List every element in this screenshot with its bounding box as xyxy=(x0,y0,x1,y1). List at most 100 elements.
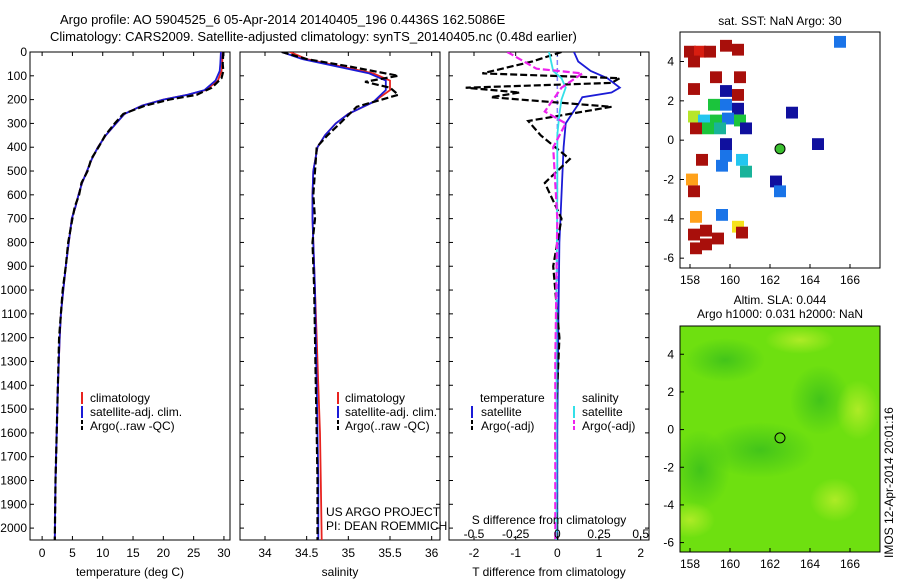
y-tick-label: 500 xyxy=(7,164,27,178)
sla-low-patch xyxy=(680,430,730,510)
sst-cell xyxy=(732,43,744,56)
y-tick-label: 700 xyxy=(7,212,27,226)
sst-cell xyxy=(688,228,700,241)
sst-cell xyxy=(722,112,734,125)
sla-high-patch xyxy=(810,478,860,522)
sst-cell xyxy=(732,89,744,101)
sst-cell xyxy=(834,35,846,48)
map-x-tick-label: 166 xyxy=(840,557,860,571)
x-tick-label: 15 xyxy=(126,546,140,560)
x-tick-label-top: 0 xyxy=(554,527,561,541)
x-tick-label-top: -0.25 xyxy=(502,527,530,541)
x-tick-label: -1 xyxy=(510,546,521,560)
y-tick-label: 0 xyxy=(20,45,27,59)
legend-label-climatology: climatology xyxy=(345,391,405,405)
map-y-tick-label: 0 xyxy=(667,423,674,437)
x-tick-label: 35.5 xyxy=(378,546,402,560)
y-tick-label: 1000 xyxy=(0,283,27,297)
y-tick-label: 1600 xyxy=(0,426,27,440)
map-x-tick-label: 158 xyxy=(680,557,700,571)
sla-high-patch xyxy=(765,326,835,354)
map-y-tick-label: 2 xyxy=(667,94,674,108)
sst-cell xyxy=(714,122,726,135)
map-y-tick-label: -2 xyxy=(663,173,674,187)
y-tick-label: 1400 xyxy=(0,378,27,392)
series-line-argo-raw-qc xyxy=(281,52,401,540)
map-x-tick-label: 160 xyxy=(720,273,740,287)
x-tick-label-top: -0.5 xyxy=(464,527,485,541)
sst-cell xyxy=(684,45,696,58)
map-y-tick-label: 4 xyxy=(667,55,674,69)
y-tick-label: 2000 xyxy=(0,521,27,535)
sla-map-title-line2: Argo h1000: 0.031 h2000: NaN xyxy=(697,307,863,321)
sst-cell xyxy=(786,106,798,119)
sst-cell xyxy=(700,224,712,237)
sst-cell xyxy=(736,153,748,166)
sst-cell xyxy=(712,232,724,245)
map-y-tick-label: 2 xyxy=(667,385,674,399)
sst-cell xyxy=(688,110,700,123)
sla-low-patch xyxy=(705,422,815,478)
salinity-axes xyxy=(239,51,441,541)
sst-cell xyxy=(690,122,702,135)
legend-label-argo: Argo(..raw -QC) xyxy=(90,419,175,433)
sst-cell xyxy=(774,185,786,198)
x-tick-label: 0 xyxy=(39,546,46,560)
sst-cell xyxy=(710,71,722,84)
salinity-legend: climatology satellite-adj. clim. Argo(..… xyxy=(337,391,437,433)
sla-high-patch xyxy=(836,380,880,440)
sst-map-title: sat. SST: NaN Argo: 30 xyxy=(718,14,842,28)
sst-cell xyxy=(740,165,752,178)
map-x-tick-label: 162 xyxy=(760,557,780,571)
map-y-tick-label: 0 xyxy=(667,133,674,147)
map-x-tick-label: 162 xyxy=(760,273,780,287)
credit-stamp: IMOS 12-Apr-2014 20:01:16 xyxy=(882,407,896,558)
sst-cell xyxy=(702,122,714,135)
y-tick-label: 1500 xyxy=(0,402,27,416)
y-tick-label: 800 xyxy=(7,235,27,249)
map-x-tick-label: 166 xyxy=(840,273,860,287)
sst-cell xyxy=(812,138,824,150)
y-tick-label: 1900 xyxy=(0,497,27,511)
map-x-tick-label: 160 xyxy=(720,557,740,571)
sla-map-axes xyxy=(679,325,881,553)
sst-cell xyxy=(688,185,700,198)
y-tick-label: 1200 xyxy=(0,331,27,345)
y-tick-label: 200 xyxy=(7,93,27,107)
map-y-tick-label: -6 xyxy=(663,251,674,265)
sst-cell xyxy=(688,83,700,95)
sst-cell xyxy=(716,159,728,172)
legend-title-salinity: salinity xyxy=(582,391,619,405)
sst-cell xyxy=(720,98,732,111)
sst-cell xyxy=(720,85,732,97)
x-tick-label: -2 xyxy=(469,546,480,560)
y-tick-label: 600 xyxy=(7,188,27,202)
map-y-tick-label: 4 xyxy=(667,347,674,361)
sst-cell xyxy=(720,138,732,150)
sst-cell xyxy=(770,175,782,188)
sst-cell xyxy=(688,55,700,68)
sst-cell xyxy=(690,242,702,255)
map-y-tick-label: -6 xyxy=(663,536,674,550)
figure-title-line1: Argo profile: AO 5904525_6 05-Apr-2014 2… xyxy=(60,12,506,27)
series-line-temperature-satellite xyxy=(556,52,622,540)
legend-label-temp-satellite: satellite xyxy=(481,405,522,419)
x-tick-label: 36 xyxy=(425,546,439,560)
figure-title-line2: Climatology: CARS2009. Satellite-adjuste… xyxy=(50,29,577,44)
sst-cell xyxy=(694,45,706,58)
sst-cell xyxy=(720,150,732,162)
x-tick-label-top: 0.5 xyxy=(632,527,649,541)
sst-cell xyxy=(704,45,716,58)
x-tick-label: 1 xyxy=(596,546,603,560)
legend-label-sal-satellite: satellite xyxy=(582,405,623,419)
temperature-axes xyxy=(29,51,231,541)
difference-xlabel: T difference from climatology xyxy=(472,565,626,579)
sst-cell xyxy=(710,114,722,127)
map-x-tick-label: 158 xyxy=(680,273,700,287)
x-tick-label: 5 xyxy=(69,546,76,560)
sst-cell xyxy=(716,209,728,221)
salinity-xlabel: salinity xyxy=(322,565,359,579)
argo-location-marker xyxy=(774,432,786,444)
sst-cell xyxy=(734,71,746,84)
legend-label-sal-argo: Argo(-adj) xyxy=(582,419,635,433)
